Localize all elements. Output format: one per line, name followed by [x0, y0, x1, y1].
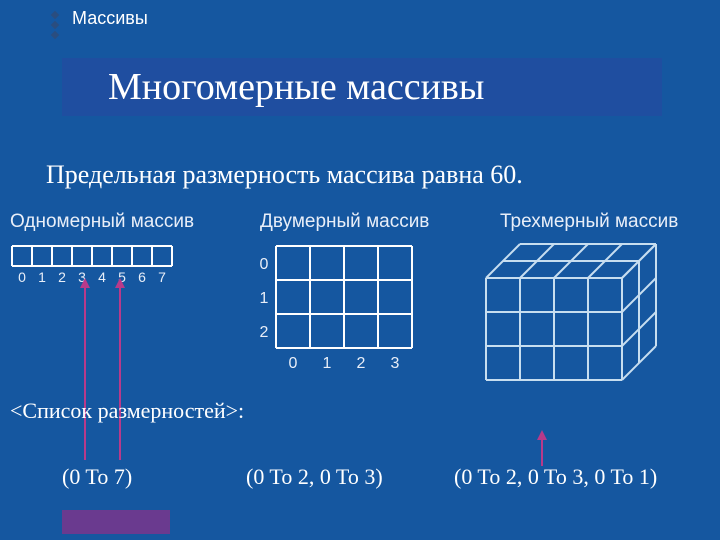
breadcrumb: Массивы — [72, 8, 148, 29]
svg-text:6: 6 — [138, 269, 146, 285]
label-3d: Трехмерный массив — [500, 211, 678, 233]
label-2d: Двумерный массив — [260, 211, 429, 233]
array-3d — [478, 236, 708, 416]
range-2d: (0 To 2, 0 To 3) — [246, 464, 383, 490]
title-bar: Многомерные массивы — [62, 58, 662, 116]
svg-text:1: 1 — [38, 269, 46, 285]
footer-accent-bar — [62, 510, 170, 534]
range-3d: (0 To 2, 0 To 3, 0 To 1) — [454, 464, 657, 490]
svg-text:0: 0 — [260, 256, 269, 273]
arrow-up-icon — [537, 430, 547, 466]
range-1d: (0 To 7) — [62, 464, 132, 490]
svg-text:7: 7 — [158, 269, 166, 285]
svg-text:0: 0 — [289, 355, 298, 372]
svg-text:3: 3 — [391, 355, 400, 372]
array-1d: 01234567 — [10, 244, 190, 294]
svg-text:1: 1 — [260, 290, 269, 307]
subtitle: Предельная размерность массива равна 60. — [46, 160, 523, 190]
slide-title: Многомерные массивы — [108, 65, 484, 109]
slide-root: Массивы Многомерные массивы Предельная р… — [0, 0, 720, 540]
svg-text:2: 2 — [260, 324, 269, 341]
svg-text:1: 1 — [323, 355, 332, 372]
label-1d: Одномерный массив — [10, 211, 194, 233]
svg-text:4: 4 — [98, 269, 106, 285]
svg-text:2: 2 — [357, 355, 366, 372]
header-bullets — [52, 8, 58, 42]
array-2d: 0 1 2 0 1 2 3 — [250, 244, 450, 404]
dimensions-label: <Список размерностей>: — [10, 398, 244, 424]
svg-text:2: 2 — [58, 269, 66, 285]
arrow-up-icon — [80, 278, 90, 460]
svg-text:0: 0 — [18, 269, 26, 285]
arrow-up-icon — [115, 278, 125, 460]
